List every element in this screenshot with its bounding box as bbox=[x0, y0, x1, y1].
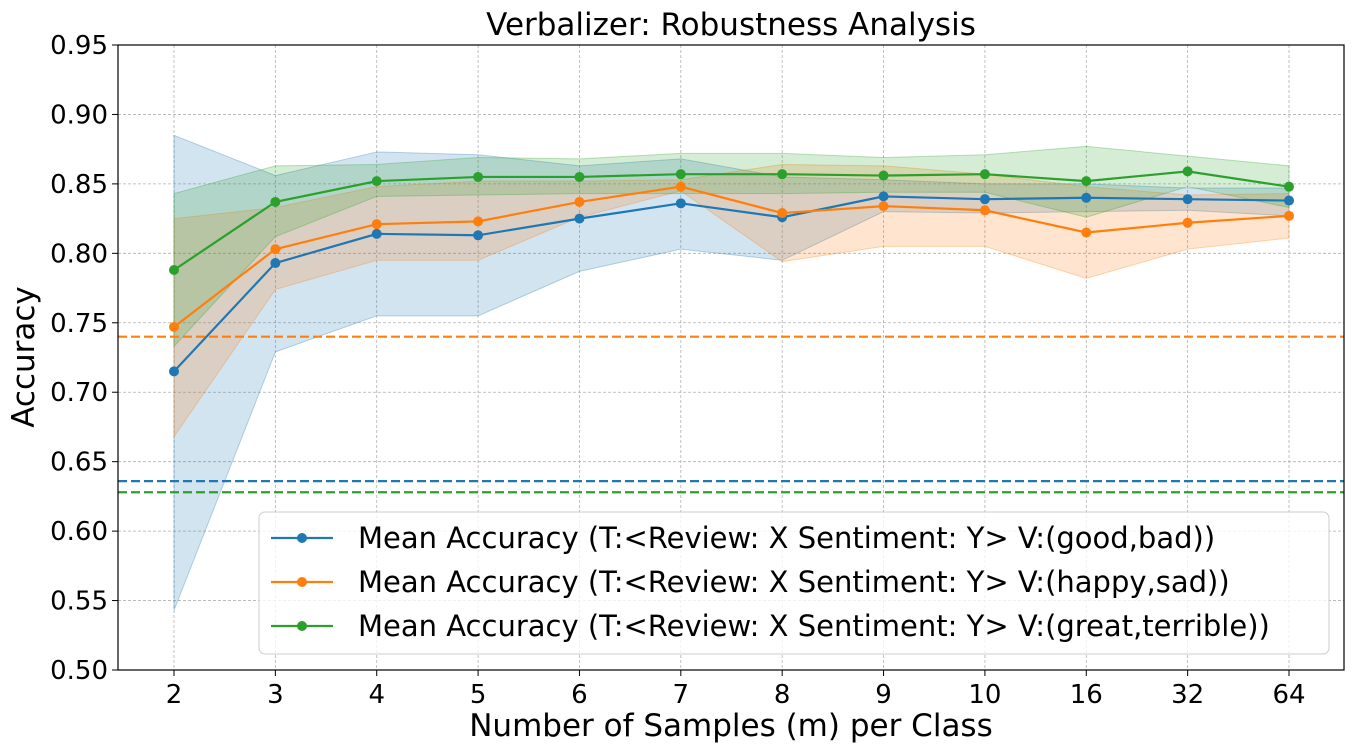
data-point bbox=[675, 198, 686, 209]
data-point bbox=[473, 216, 484, 227]
y-tick-label: 0.80 bbox=[50, 239, 108, 269]
y-axis-ticks: 0.50 0.55 0.60 0.65 0.70 0.75 0.80 0.85 0.90 0.95 bbox=[50, 31, 118, 686]
legend: Mean Accuracy (T:<Review: X Sentiment: Y… bbox=[258, 511, 1330, 655]
legend-label: Mean Accuracy (T:<Review: X Sentiment: Y… bbox=[358, 565, 1230, 599]
data-point bbox=[1284, 195, 1294, 206]
data-point bbox=[1081, 176, 1092, 187]
data-point bbox=[574, 213, 585, 224]
data-point bbox=[979, 205, 990, 216]
y-axis-label: Accuracy bbox=[6, 286, 42, 428]
data-point bbox=[270, 196, 281, 207]
series-line bbox=[173, 185, 1290, 328]
data-point bbox=[371, 228, 382, 239]
y-tick-label: 0.65 bbox=[50, 448, 108, 478]
series-line bbox=[173, 195, 1290, 373]
data-point bbox=[169, 321, 179, 332]
data-point bbox=[878, 201, 889, 212]
data-point bbox=[169, 265, 179, 275]
x-tick-label: 3 bbox=[267, 680, 284, 710]
data-point bbox=[777, 208, 788, 219]
legend-box bbox=[258, 511, 1330, 655]
data-point bbox=[574, 171, 585, 182]
y-tick-label: 0.55 bbox=[50, 587, 108, 617]
data-point bbox=[371, 219, 382, 230]
data-point bbox=[270, 244, 281, 255]
x-axis-label: Number of Samples (m) per Class bbox=[469, 708, 993, 744]
data-point bbox=[1182, 194, 1193, 205]
chart-title: Verbalizer: Robustness Analysis bbox=[486, 7, 976, 43]
data-point bbox=[473, 230, 484, 241]
data-point bbox=[371, 176, 382, 187]
data-point bbox=[979, 194, 990, 205]
series-lines bbox=[169, 166, 1294, 377]
x-tick-label: 7 bbox=[673, 680, 690, 710]
baseline-lines bbox=[118, 335, 1344, 494]
data-point bbox=[1284, 181, 1294, 192]
x-tick-label: 4 bbox=[368, 680, 385, 710]
x-tick-label: 10 bbox=[968, 680, 1001, 710]
legend-label: Mean Accuracy (T:<Review: X Sentiment: Y… bbox=[358, 609, 1270, 643]
x-tick-label: 2 bbox=[166, 680, 183, 710]
data-point bbox=[675, 181, 686, 192]
y-tick-label: 0.70 bbox=[50, 378, 108, 408]
data-point bbox=[878, 170, 889, 181]
x-tick-label: 5 bbox=[470, 680, 487, 710]
legend-marker bbox=[297, 533, 307, 543]
data-point bbox=[1284, 210, 1294, 221]
legend-label: Mean Accuracy (T:<Review: X Sentiment: Y… bbox=[358, 521, 1215, 555]
x-tick-label: 16 bbox=[1070, 680, 1103, 710]
y-tick-label: 0.75 bbox=[50, 309, 108, 339]
data-point bbox=[1081, 227, 1092, 238]
y-tick-label: 0.85 bbox=[50, 170, 108, 200]
y-tick-label: 0.60 bbox=[50, 517, 108, 547]
data-point bbox=[473, 171, 484, 182]
data-point bbox=[878, 191, 889, 202]
data-point bbox=[777, 169, 788, 180]
legend-marker bbox=[297, 621, 307, 631]
data-point bbox=[1182, 166, 1193, 177]
data-point bbox=[675, 169, 686, 180]
data-point bbox=[270, 258, 281, 269]
y-tick-label: 0.95 bbox=[50, 31, 108, 61]
data-point bbox=[1182, 217, 1193, 228]
series-line bbox=[173, 170, 1290, 271]
data-point bbox=[169, 366, 179, 377]
x-tick-label: 9 bbox=[875, 680, 892, 710]
x-axis-ticks: 2 3 4 5 6 7 8 9 10 16 32 64 bbox=[166, 670, 1306, 710]
x-tick-label: 64 bbox=[1272, 680, 1305, 710]
data-point bbox=[1081, 192, 1092, 203]
legend-marker bbox=[297, 577, 307, 587]
y-tick-label: 0.50 bbox=[50, 656, 108, 686]
x-tick-label: 32 bbox=[1171, 680, 1204, 710]
plot-frame bbox=[117, 44, 1345, 671]
data-point bbox=[574, 196, 585, 207]
x-tick-label: 6 bbox=[571, 680, 588, 710]
x-tick-label: 8 bbox=[774, 680, 791, 710]
data-point bbox=[979, 169, 990, 180]
y-tick-label: 0.90 bbox=[50, 100, 108, 130]
confidence-band bbox=[173, 145, 1290, 348]
